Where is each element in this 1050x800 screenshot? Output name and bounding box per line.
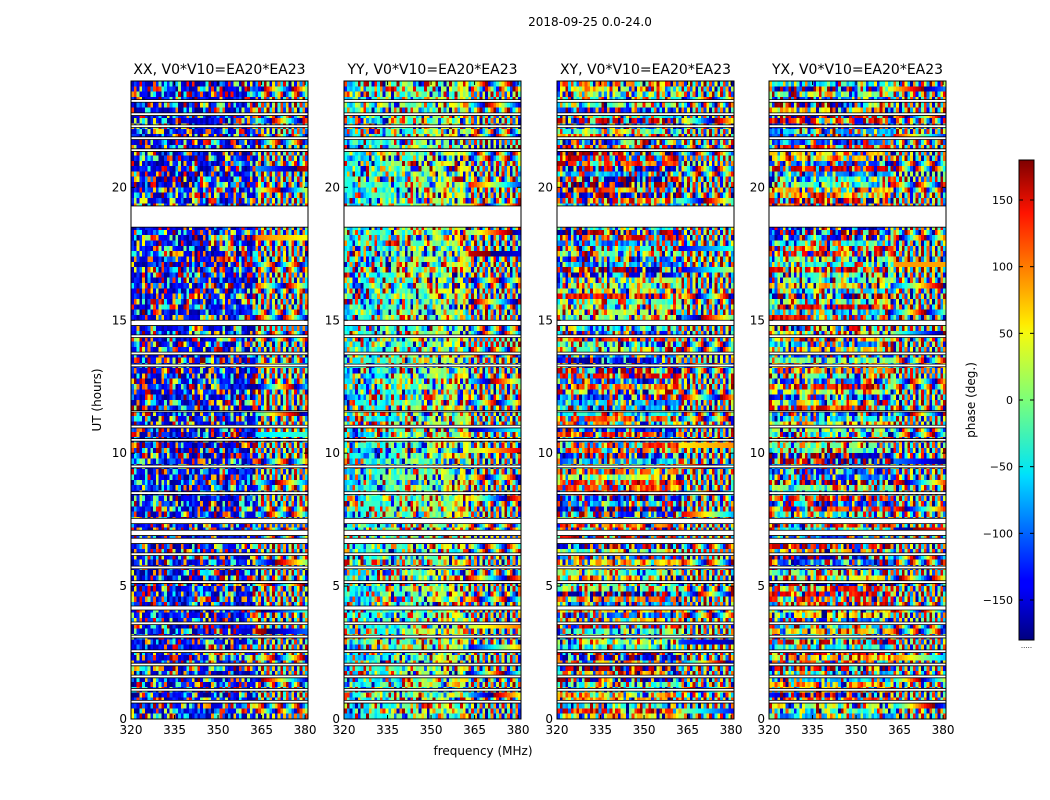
flagged-gap (344, 320, 521, 325)
flagged-gap (131, 518, 308, 523)
y-tick-label: 10 (538, 446, 553, 460)
figure: 2018-09-25 0.0-24.0 XX, V0*V10=EA20*EA23… (0, 0, 1050, 800)
flagged-gap (769, 518, 946, 523)
panel-title: XX, V0*V10=EA20*EA23 (133, 62, 305, 78)
y-tick-label: 15 (538, 313, 553, 327)
x-tick-label: 350 (845, 723, 868, 737)
flagged-gap (769, 320, 946, 325)
flagged-gap (131, 320, 308, 325)
x-tick-label: 365 (676, 723, 699, 737)
x-tick-label: 380 (932, 723, 955, 737)
flagged-gap (769, 206, 946, 227)
y-tick-label: 15 (325, 313, 340, 327)
flagged-gap (131, 530, 308, 535)
y-tick-label: 20 (538, 180, 553, 194)
colorbar-bottom-label: ..... (1021, 642, 1032, 650)
flagged-gap (344, 606, 521, 610)
x-tick-label: 335 (589, 723, 612, 737)
flagged-gap (344, 538, 521, 543)
y-tick-label: 15 (750, 313, 765, 327)
flagged-gap (131, 538, 308, 543)
panels: XX, V0*V10=EA20*EA23 320 335 350 365 380 0 5 10 1… (112, 62, 955, 737)
x-tick-label: 350 (207, 723, 230, 737)
y-tick-label: 15 (112, 313, 127, 327)
x-axis-label: frequency (MHz) (433, 744, 532, 758)
flagged-gap (131, 206, 308, 227)
flagged-gap (769, 538, 946, 543)
flagged-gap (557, 530, 734, 535)
colorbar-tick-label: −100 (983, 527, 1013, 540)
flagged-gap (557, 606, 734, 610)
colorbar-tick-label: 0 (1006, 394, 1013, 407)
y-tick-label: 0 (545, 712, 553, 726)
colorbar-label: phase (deg.) (964, 362, 978, 438)
panel-title: XY, V0*V10=EA20*EA23 (560, 62, 731, 78)
flagged-gap (344, 206, 521, 227)
flagged-gap (344, 518, 521, 523)
y-tick-label: 5 (332, 579, 340, 593)
y-tick-label: 0 (757, 712, 765, 726)
y-tick-label: 20 (750, 180, 765, 194)
y-tick-label: 20 (112, 180, 127, 194)
x-tick-label: 335 (376, 723, 399, 737)
x-tick-label: 380 (294, 723, 317, 737)
panel-title: YX, V0*V10=EA20*EA23 (771, 62, 943, 78)
flagged-gap (557, 538, 734, 543)
x-tick-label: 380 (507, 723, 530, 737)
y-tick-label: 10 (750, 446, 765, 460)
colorbar-tick-label: −50 (990, 461, 1013, 474)
y-tick-label: 0 (332, 712, 340, 726)
flagged-gap (557, 518, 734, 523)
flagged-gap (769, 606, 946, 610)
flagged-gap (344, 530, 521, 535)
x-tick-label: 335 (163, 723, 186, 737)
figure-title: 2018-09-25 0.0-24.0 (528, 15, 652, 29)
colorbar-tick-label: −150 (983, 594, 1013, 607)
x-tick-label: 380 (720, 723, 743, 737)
colorbar-tick-label: 150 (992, 194, 1013, 207)
flagged-gap (131, 606, 308, 610)
x-tick-label: 365 (463, 723, 486, 737)
panel-0: XX, V0*V10=EA20*EA23 320 335 350 365 380 0 5 10 1… (112, 62, 317, 737)
panel-2: XY, V0*V10=EA20*EA23 320 335 350 365 380 0 5 10 1… (538, 62, 743, 737)
y-tick-label: 5 (119, 579, 127, 593)
colorbar-tick-label: 100 (992, 261, 1013, 274)
y-axis-label: UT (hours) (90, 368, 104, 431)
x-tick-label: 365 (888, 723, 911, 737)
panel-title: YY, V0*V10=EA20*EA23 (346, 62, 517, 78)
x-tick-label: 350 (420, 723, 443, 737)
x-tick-label: 350 (633, 723, 656, 737)
x-tick-label: 365 (250, 723, 273, 737)
colorbar: 150 100 50 0 −50 −100 −150 phase (deg.)..... (964, 160, 1034, 650)
y-tick-label: 5 (545, 579, 553, 593)
flagged-gap (557, 320, 734, 325)
panel-1: YY, V0*V10=EA20*EA23 320 335 350 365 380 0 5 10 1… (325, 62, 530, 737)
flagged-gap (557, 206, 734, 227)
flagged-gap (769, 530, 946, 535)
y-tick-label: 0 (119, 712, 127, 726)
y-tick-label: 10 (325, 446, 340, 460)
y-tick-label: 10 (112, 446, 127, 460)
y-tick-label: 5 (757, 579, 765, 593)
panel-3: YX, V0*V10=EA20*EA23 320 335 350 365 380 0 5 10 1… (750, 62, 955, 737)
colorbar-tick-label: 50 (999, 327, 1013, 340)
y-tick-label: 20 (325, 180, 340, 194)
x-tick-label: 335 (801, 723, 824, 737)
